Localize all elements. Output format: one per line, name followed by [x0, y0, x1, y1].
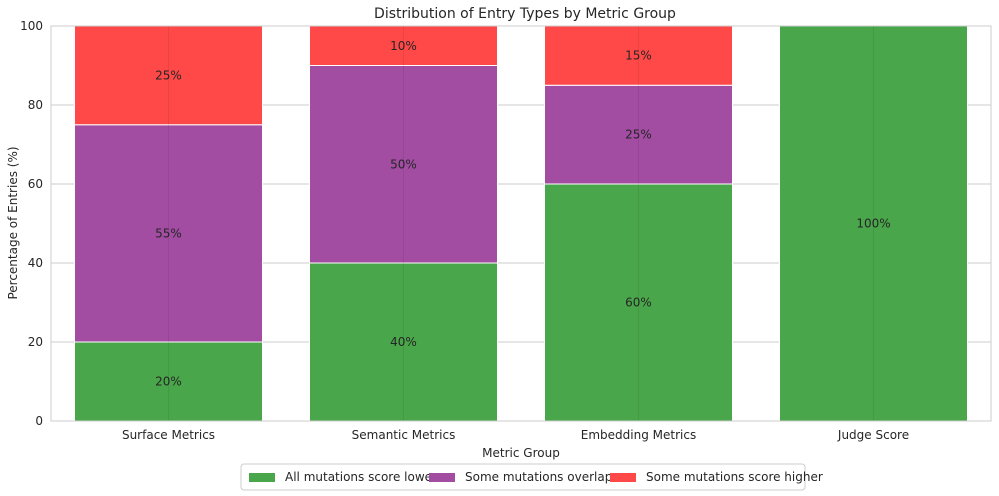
bar-data-label: 60% [625, 296, 652, 310]
legend-swatch [610, 473, 636, 482]
legend-box [240, 463, 806, 491]
bar-data-label: 40% [390, 335, 417, 349]
bar-data-label: 55% [155, 226, 182, 240]
x-tick-label: Judge Score [837, 428, 909, 442]
legend-entry-label: All mutations score lower [285, 470, 437, 484]
bar-segment [74, 124, 263, 343]
bar-segment [74, 341, 263, 422]
y-tick-label: 60 [28, 177, 43, 191]
x-tick-label: Semantic Metrics [352, 428, 456, 442]
x-tick-label: Surface Metrics [122, 428, 215, 442]
bar-segment [544, 25, 733, 86]
y-tick-label: 20 [28, 335, 43, 349]
x-tick-label: Embedding Metrics [581, 428, 696, 442]
bar-data-label: 15% [625, 49, 652, 63]
bar-segment [544, 183, 733, 422]
y-tick-label: 100 [20, 19, 43, 33]
plot-frame [50, 25, 992, 422]
y-axis-label: Percentage of Entries (%) [6, 146, 20, 299]
bar-data-label: 20% [155, 375, 182, 389]
legend-entry-label: Some mutations overlap [465, 470, 612, 484]
legend: All mutations score lower Some mutations … [240, 463, 823, 491]
bar-data-label: 50% [390, 157, 417, 171]
bar-data-label: 100% [856, 217, 890, 231]
bar-segment [544, 84, 733, 185]
y-tick-label: 80 [28, 98, 43, 112]
legend-swatch [429, 473, 455, 482]
bar-segment [309, 65, 498, 264]
x-axis-label: Metric Group [482, 446, 560, 460]
bar-segment [779, 25, 968, 422]
bar-segment [74, 25, 263, 126]
y-tick-label: 40 [28, 256, 43, 270]
legend-entry-label: Some mutations score higher [646, 470, 823, 484]
y-tick-label: 0 [35, 414, 43, 428]
legend-swatch [249, 473, 275, 482]
bar-segment [309, 25, 498, 66]
bar-data-label: 25% [155, 68, 182, 82]
bar-data-label: 10% [390, 39, 417, 53]
chart-title: Distribution of Entry Types by Metric Gr… [374, 6, 676, 22]
plot-area: 20% 55% 25% 40% 50% 10% 60% 25% 15% 100% 0 20 40 60 80… [20, 19, 992, 442]
bar-data-label: 25% [625, 128, 652, 142]
